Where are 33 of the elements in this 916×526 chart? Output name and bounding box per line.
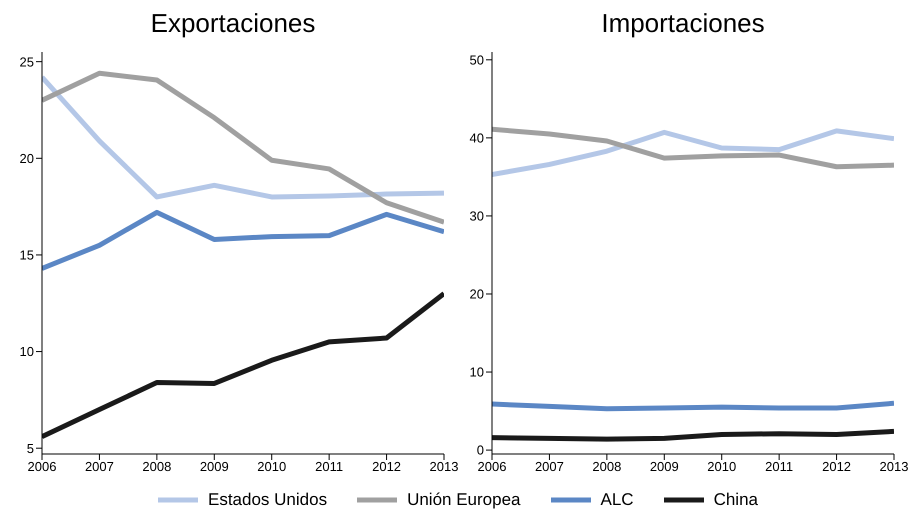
x-tick-label: 2008	[142, 459, 172, 474]
x-tick-label: 2006	[478, 459, 506, 474]
x-tick-label: 2012	[822, 459, 852, 474]
x-tick-label: 2009	[650, 459, 679, 474]
x-tick-label: 2010	[707, 459, 736, 474]
x-tick-label: 2008	[592, 459, 622, 474]
x-tick-label: 2007	[534, 459, 564, 474]
y-tick-label: 30	[470, 208, 484, 224]
x-tick-label: 2007	[84, 459, 114, 474]
chart-title: Exportaciones	[150, 8, 316, 40]
legend-label: China	[714, 490, 758, 510]
x-tick-label: 2013	[880, 459, 908, 474]
x-tick-label: 2011	[315, 459, 344, 474]
y-tick-label: 10	[20, 344, 34, 360]
y-tick-label: 10	[470, 364, 484, 380]
y-tick-label: 20	[20, 150, 34, 166]
y-tick-label: 0	[476, 442, 484, 458]
chart-title: Importaciones	[600, 8, 766, 40]
x-tick-label: 2006	[28, 459, 56, 474]
x-tick-label: 2010	[257, 459, 286, 474]
legend-label: Unión Europea	[407, 490, 520, 510]
y-tick-label: 5	[26, 440, 34, 456]
x-tick-label: 2011	[765, 459, 794, 474]
y-tick-label: 15	[20, 248, 34, 263]
legend-label: Estados Unidos	[208, 490, 328, 510]
x-tick-label: 2013	[430, 459, 458, 474]
y-tick-label: 25	[20, 54, 34, 70]
x-tick-label: 2012	[372, 459, 402, 474]
legend-label: ALC	[600, 490, 634, 510]
y-tick-label: 40	[470, 130, 484, 146]
y-tick-label: 20	[470, 286, 484, 302]
x-tick-label: 2009	[200, 459, 229, 474]
y-tick-label: 50	[470, 52, 484, 68]
